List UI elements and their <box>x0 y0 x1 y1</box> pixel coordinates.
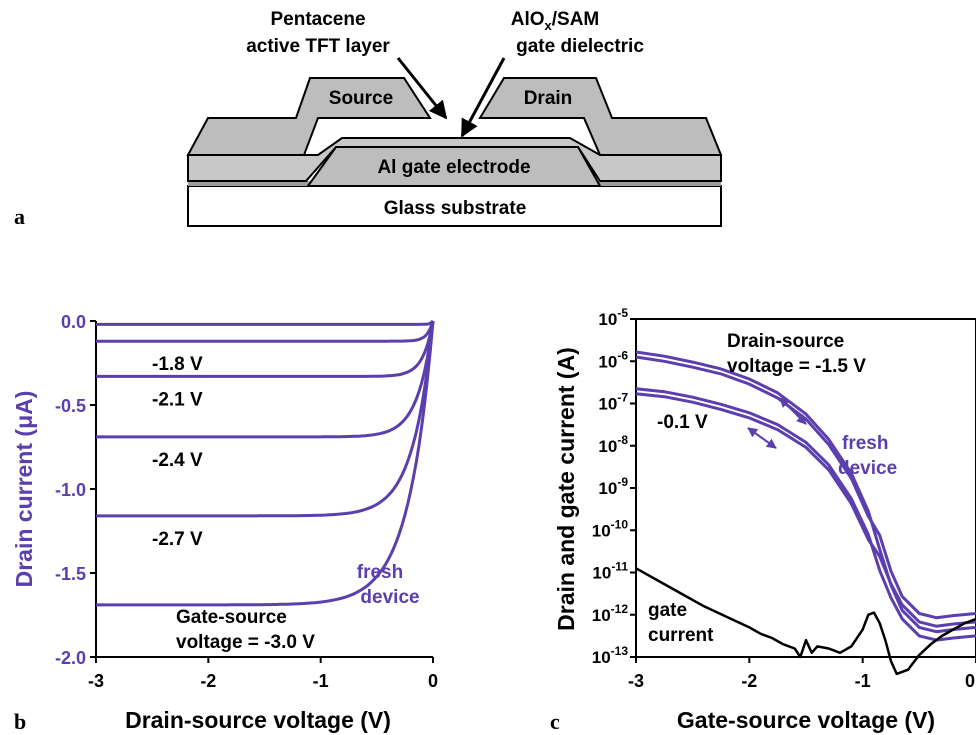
drain-electrode <box>478 77 723 156</box>
panel-letter-b: b <box>14 709 26 734</box>
b-ytick-label: 0.0 <box>61 312 86 332</box>
c-gate-current-line2: current <box>648 625 714 646</box>
b-ytick-label: -1.5 <box>55 564 86 584</box>
b-curve-series-0 <box>96 319 434 326</box>
glass-substrate-label: Glass substrate <box>384 198 527 219</box>
c-01v-label: -0.1 V <box>657 412 708 433</box>
b-curve-label: -1.8 V <box>152 354 203 375</box>
c-curve-series-2 <box>635 567 976 676</box>
b-gate-line2: voltage = -3.0 V <box>176 632 315 653</box>
pentacene-label-line1: Pentacene <box>270 9 365 30</box>
c-fresh-line1: fresh <box>842 433 888 454</box>
al-gate-electrode-label: Al gate electrode <box>377 157 530 178</box>
c-ytick-label: 10-8 <box>598 433 628 456</box>
b-curve-series-2 <box>96 320 435 378</box>
b-xtick-label: -3 <box>88 671 104 691</box>
panel-a-diagram: Glass substrate Al gate electrode Source… <box>14 9 723 229</box>
panel-b-chart: 0.0 -0.5 -1.0 -1.5 -2.0 -3 -2 -1 0 -1.8 V -2.1 V… <box>11 312 438 734</box>
c-ytick-label: 10-6 <box>598 348 628 371</box>
pentacene-label-line2: active TFT layer <box>246 36 390 57</box>
b-xtick-label: 0 <box>428 671 438 691</box>
source-label: Source <box>329 88 393 109</box>
b-ytick-label: -2.0 <box>55 648 86 668</box>
b-curve-series-5 <box>96 320 435 607</box>
c-drain-line2: voltage = -1.5 V <box>727 356 866 377</box>
b-fresh-line1: fresh <box>357 562 403 583</box>
b-curve-label: -2.4 V <box>152 450 203 471</box>
c-gate-current-line1: gate <box>648 600 687 621</box>
drain-label: Drain <box>524 88 573 109</box>
c-curve-series-0-return <box>635 355 976 620</box>
b-curve-label: -2.1 V <box>152 389 203 410</box>
b-xlabel: Drain-source voltage (V) <box>125 707 391 733</box>
dielectric-label-line2: gate dielectric <box>516 36 644 57</box>
c-curve-series-1 <box>635 387 976 642</box>
c-xtick-label: -3 <box>628 671 644 691</box>
b-fresh-line2: device <box>360 587 419 608</box>
panel-letter-c: c <box>550 709 560 734</box>
c-curve-series-1-return <box>635 392 976 628</box>
al-gate-electrode <box>306 146 602 187</box>
source-electrode <box>186 77 432 156</box>
c-ytick-label: 10-12 <box>592 602 629 625</box>
b-curve-series-4 <box>96 320 435 518</box>
c-xtick-label: -1 <box>855 671 871 691</box>
c-sweep-arrow-upper <box>779 397 807 425</box>
b-curve-label: -2.7 V <box>152 529 203 550</box>
c-curve-series-0 <box>635 350 976 634</box>
c-fresh-line2: device <box>838 458 897 479</box>
c-ylabel: Drain and gate current (A) <box>553 347 579 631</box>
dielectric-label-line1: AlOx/SAM <box>511 9 600 33</box>
c-ytick-label: 10-5 <box>598 306 628 329</box>
pentacene-arrow <box>396 57 448 120</box>
b-ytick-label: -0.5 <box>55 396 86 416</box>
panel-c-chart: 10-5 10-6 10-7 10-8 10-9 10-10 10-11 10-12 10-13… <box>550 306 976 734</box>
c-sweep-arrow-lower <box>747 427 777 449</box>
c-ytick-label: 10-13 <box>592 644 629 667</box>
b-curve-series-3 <box>96 320 435 439</box>
b-ylabel: Drain current (μA) <box>11 391 37 588</box>
c-xtick-label: 0 <box>965 671 975 691</box>
c-ytick-label: 10-10 <box>592 517 629 540</box>
dielectric-arrow <box>460 57 506 138</box>
c-xlabel: Gate-source voltage (V) <box>677 707 935 733</box>
c-xtick-label: -2 <box>741 671 757 691</box>
c-drain-line1: Drain-source <box>727 331 844 352</box>
b-xtick-label: -1 <box>313 671 329 691</box>
c-ytick-label: 10-7 <box>598 391 628 414</box>
b-curve-series-1 <box>96 320 435 343</box>
c-ytick-label: 10-11 <box>592 560 628 583</box>
b-xtick-label: -2 <box>200 671 216 691</box>
b-ytick-label: -1.0 <box>55 480 86 500</box>
glass-substrate-layer <box>187 185 722 227</box>
c-ytick-label: 10-9 <box>598 475 628 498</box>
b-gate-line1: Gate-source <box>176 607 287 628</box>
panel-letter-a: a <box>14 204 25 229</box>
